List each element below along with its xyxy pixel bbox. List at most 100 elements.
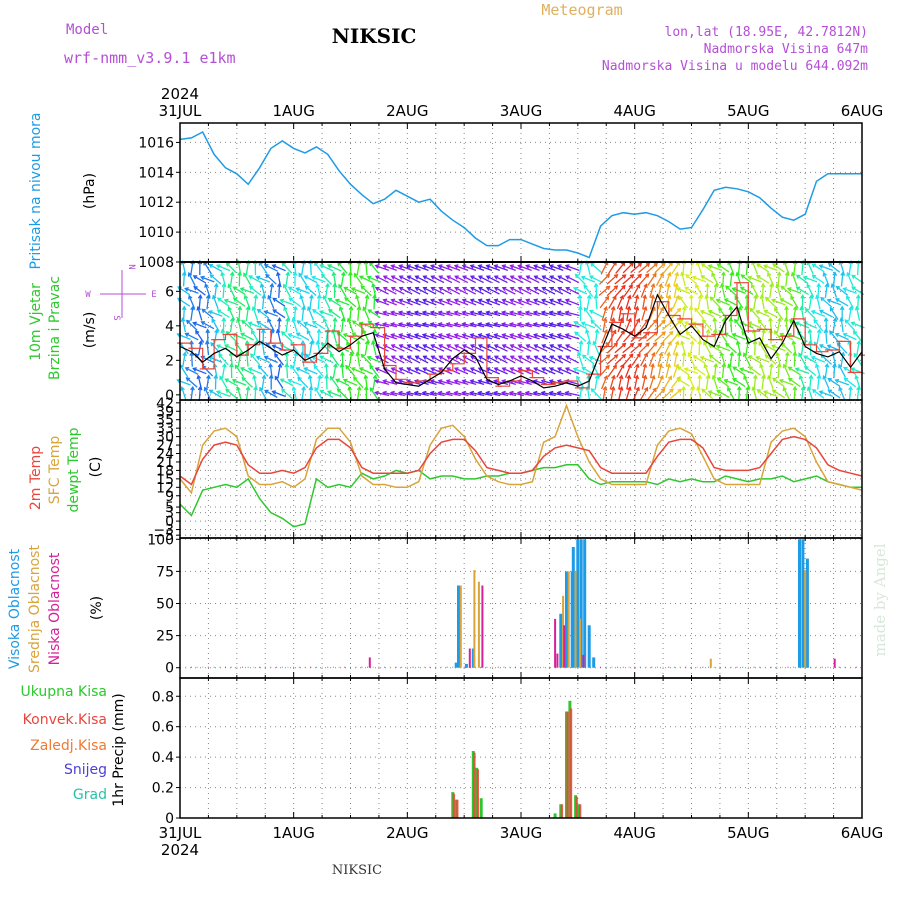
wind-arrow-head — [854, 305, 860, 311]
wind-arrow — [414, 323, 429, 328]
wind-arrow-head — [469, 264, 475, 269]
wind-arrow-head — [247, 367, 253, 372]
wind-arrow-head — [356, 339, 361, 345]
wind-arrow — [649, 375, 655, 390]
wind-arrow — [241, 377, 253, 388]
low-cloud-bar — [368, 657, 371, 668]
wind-arrow — [618, 375, 623, 390]
wind-arrow-head — [493, 298, 499, 303]
wind-arrow-head — [421, 390, 427, 396]
wind-arrow — [591, 388, 602, 400]
wind-arrow — [446, 323, 461, 328]
wind-arrow — [478, 323, 493, 328]
wind-arrow-head — [533, 355, 539, 360]
wind-arrow-head — [351, 332, 356, 337]
wind-arrow-head — [272, 297, 277, 302]
wind-arrow-head — [469, 275, 475, 280]
wind-arrow — [328, 298, 341, 307]
wind-arrow-head — [771, 298, 776, 304]
wind-arrow-head — [613, 285, 619, 290]
wind-arrow-head — [666, 294, 672, 300]
wind-arrow — [391, 391, 406, 397]
wind-arrow-head — [397, 310, 403, 316]
wind-arrow — [579, 341, 582, 356]
wind-arrow — [702, 319, 713, 331]
wind-arrow — [806, 284, 815, 298]
wind-arrow — [777, 272, 781, 287]
wind-arrow — [713, 364, 717, 379]
wind-arrow — [664, 341, 672, 355]
wind-arrow — [304, 322, 318, 329]
wind-arrow-head — [643, 352, 649, 357]
wind-arrow — [574, 331, 587, 342]
wind-arrow-head — [610, 317, 616, 322]
wind-arrow — [407, 355, 421, 364]
wind-arrow — [206, 295, 210, 310]
wind-arrow — [502, 311, 517, 317]
wind-arrow — [534, 275, 548, 284]
wind-arrow-head — [429, 390, 435, 396]
wind-arrow-head — [369, 387, 374, 392]
wind-arrow — [216, 390, 231, 398]
wind-arrow-head — [564, 310, 570, 316]
wind-arrow — [201, 321, 215, 330]
wind-arrow — [730, 318, 733, 333]
wind-arrow-head — [715, 298, 721, 303]
wind-arrow-head — [485, 275, 491, 280]
wind-arrow-head — [850, 367, 856, 372]
wind-arrow — [327, 390, 342, 398]
wind-arrow — [740, 321, 754, 329]
wind-arrow — [693, 355, 706, 364]
wind-arrow — [590, 262, 603, 274]
wind-arrow-head — [221, 282, 227, 288]
wind-arrow — [301, 306, 305, 321]
wind-arrow-head — [234, 364, 239, 369]
wind-arrow — [238, 306, 241, 321]
wind-arrow-head — [787, 377, 793, 382]
wind-arrow — [462, 323, 477, 328]
wind-arrow-head — [636, 352, 641, 358]
wind-arrow — [494, 311, 509, 317]
wind-arrow-head — [374, 322, 379, 327]
wind-arrow — [301, 260, 305, 276]
wind-arrow — [367, 276, 382, 283]
wind-arrow-head — [348, 271, 353, 276]
wind-arrow-head — [414, 286, 420, 292]
wind-arrow — [281, 262, 293, 274]
wind-arrow-head — [485, 390, 490, 396]
wind-arrow — [478, 311, 493, 317]
wind-arrow — [565, 391, 580, 397]
wind-arrow — [502, 333, 516, 340]
high-cloud-bar — [471, 648, 475, 668]
wind-arrow-head — [215, 390, 221, 395]
wind-arrow-head — [207, 310, 213, 315]
wind-arrow-head — [586, 294, 592, 299]
wind-arrow — [657, 364, 662, 379]
wind-arrow — [289, 297, 301, 308]
wind-arrow-head — [572, 367, 578, 372]
wind-arrow-head — [274, 353, 279, 358]
wind-arrow — [185, 333, 199, 341]
wind-arrow-head — [501, 310, 506, 316]
wind-arrow-head — [790, 295, 795, 300]
wind-arrow-head — [414, 367, 419, 372]
wind-arrow-head — [783, 317, 789, 322]
wind-arrow — [732, 378, 746, 387]
wind-arrow — [462, 311, 477, 317]
wind-arrow — [357, 306, 360, 321]
top-date-tick-label: 3AUG — [500, 102, 542, 120]
wind-arrow — [391, 299, 405, 306]
wind-arrow-head — [692, 355, 698, 360]
wind-arrow-head — [524, 390, 530, 396]
wind-arrow — [446, 391, 461, 397]
wind-arrow — [502, 344, 516, 352]
wind-arrow-head — [453, 264, 459, 269]
wind-arrow — [375, 311, 390, 317]
wind-arrow-head — [732, 378, 737, 383]
wind-arrow — [632, 387, 640, 401]
wind-arrow-head — [358, 367, 364, 372]
wind-arrow — [339, 306, 346, 321]
wind-arrow — [558, 355, 572, 364]
wind-arrow — [240, 287, 255, 294]
wind-arrow — [764, 310, 778, 318]
